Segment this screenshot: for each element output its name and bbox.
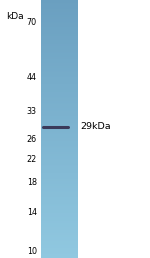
Text: kDa: kDa [6,12,24,21]
Text: 44: 44 [27,73,37,82]
Text: 29kDa: 29kDa [80,122,111,131]
Text: 22: 22 [27,155,37,164]
Text: 14: 14 [27,208,37,217]
Text: 18: 18 [27,178,37,187]
Text: 10: 10 [27,247,37,256]
Text: 70: 70 [27,18,37,27]
Text: 26: 26 [27,135,37,144]
Text: 33: 33 [27,107,37,116]
